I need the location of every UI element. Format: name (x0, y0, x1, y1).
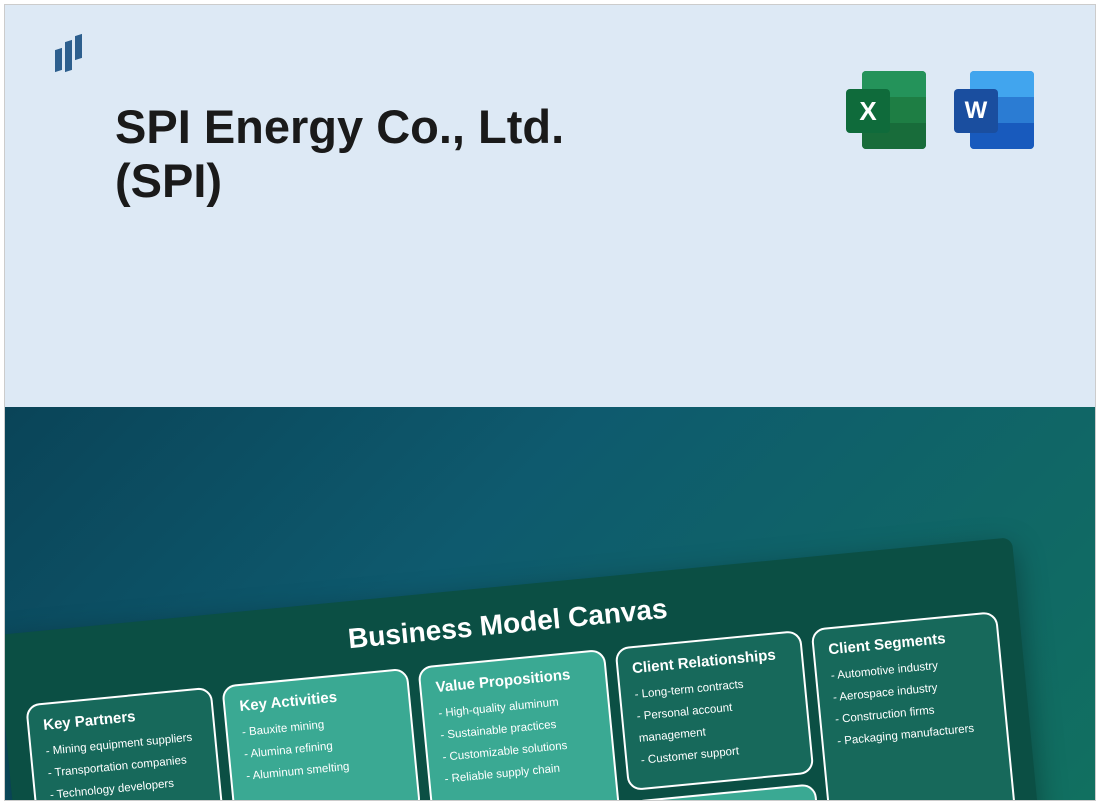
block-client-relationships: Client Relationships Long-term contracts… (614, 630, 814, 792)
block-title: Channels (646, 799, 802, 801)
block-client-segments: Client Segments Automotive industryAeros… (811, 611, 1024, 801)
block-list: Long-term contractsPersonal account mana… (634, 670, 797, 772)
block-key-activities: Key Activities Bauxite miningAlumina ref… (222, 668, 422, 801)
title-line-1: SPI Energy Co., Ltd. (115, 100, 564, 153)
block-list: High-quality aluminumSustainable practic… (438, 689, 601, 791)
block-list: Mining equipment suppliersTransportation… (45, 727, 208, 801)
brand-logo (55, 35, 91, 75)
block-key-partners: Key Partners Mining equipment suppliersT… (25, 687, 238, 801)
title-line-2: (SPI) (115, 154, 222, 207)
block-list: Bauxite miningAlumina refiningAluminum s… (241, 708, 402, 788)
app-icons-row: X W (846, 67, 1040, 153)
word-icon[interactable]: W (954, 67, 1040, 153)
block-list: Automotive industryAerospace industryCon… (830, 651, 993, 753)
word-letter: W (954, 89, 998, 133)
excel-letter: X (846, 89, 890, 133)
page-title: SPI Energy Co., Ltd. (SPI) (115, 100, 564, 208)
block-value-propositions: Value Propositions High-quality aluminum… (418, 649, 631, 801)
excel-icon[interactable]: X (846, 67, 932, 153)
